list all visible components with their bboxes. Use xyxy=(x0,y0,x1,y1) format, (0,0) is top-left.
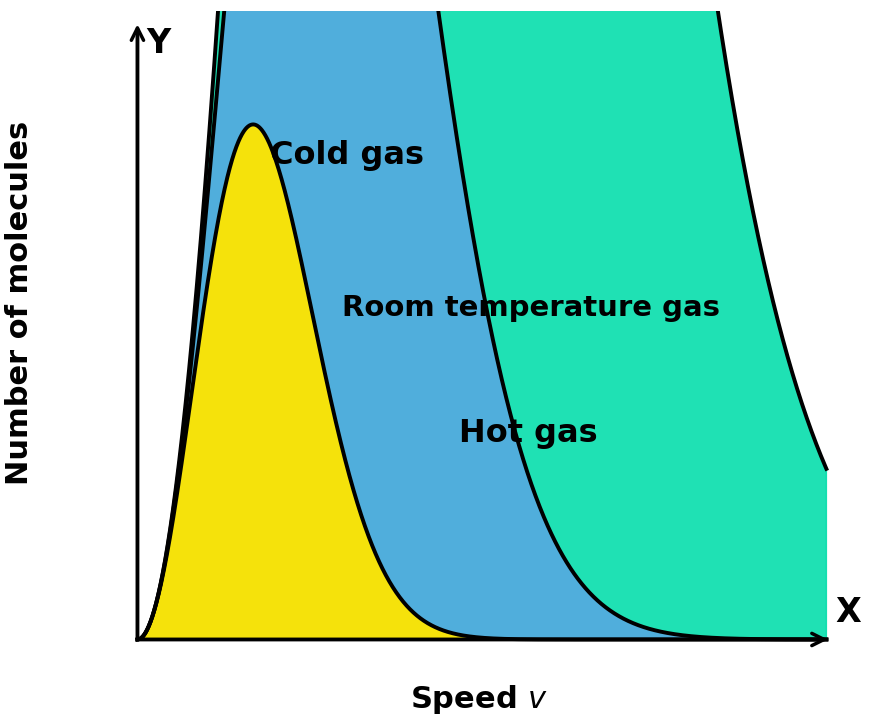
Text: Hot gas: Hot gas xyxy=(459,418,597,449)
Text: Speed $v$: Speed $v$ xyxy=(410,683,548,715)
Text: Number of molecules: Number of molecules xyxy=(5,121,34,485)
Text: X: X xyxy=(835,596,861,629)
Text: Room temperature gas: Room temperature gas xyxy=(342,294,719,322)
Text: Y: Y xyxy=(146,27,170,60)
Text: Cold gas: Cold gas xyxy=(270,140,425,171)
